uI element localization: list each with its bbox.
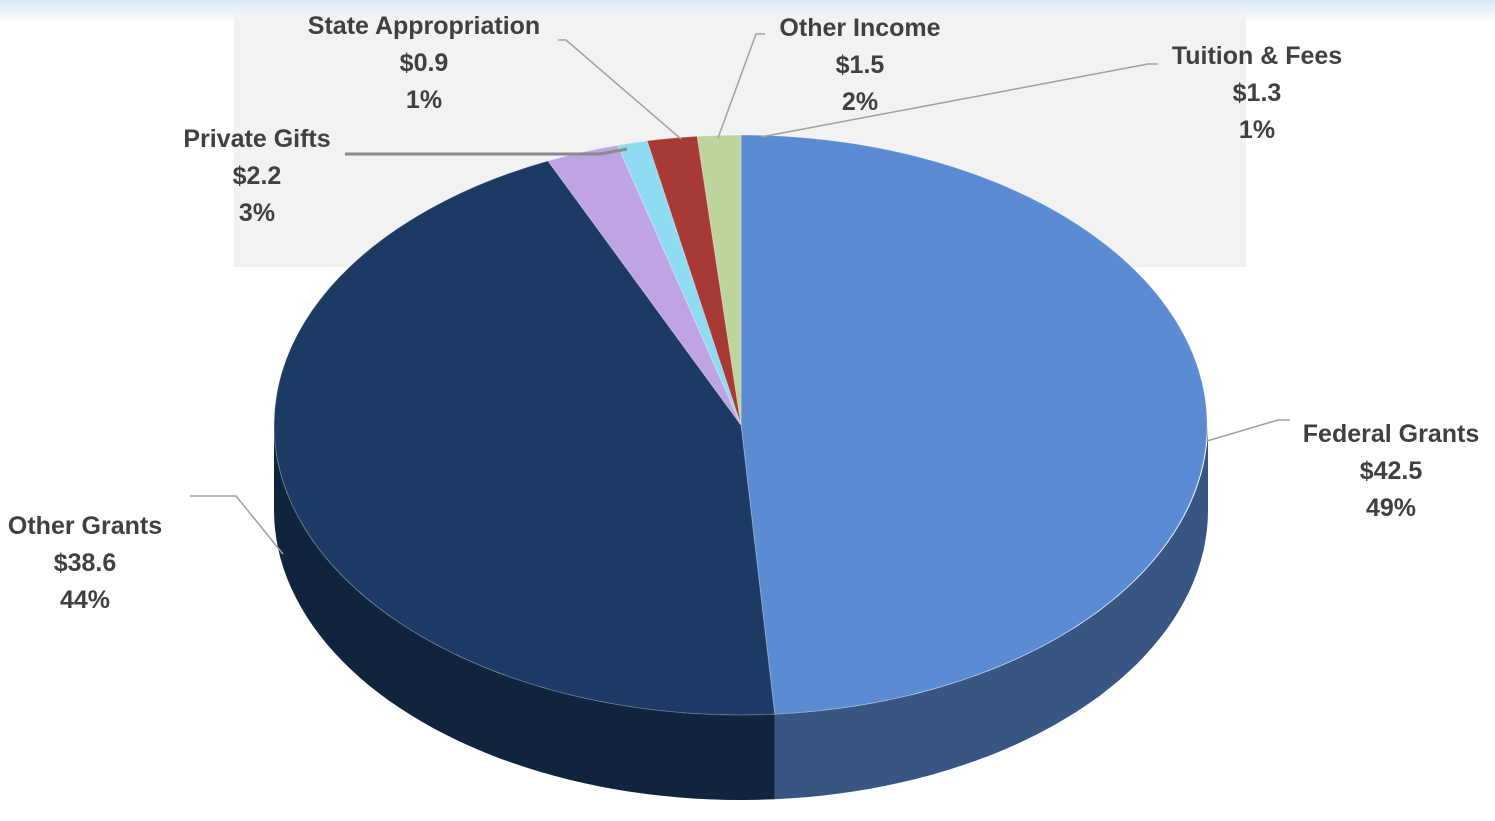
slice-percent-other-income: 2% (841, 88, 879, 116)
pie-slice-federal-grants (740, 134, 1208, 715)
pie-side-federal-grants (774, 425, 1208, 800)
data-label-private-gifts: Private Gifts $2.2 3% (183, 121, 330, 232)
pie-side-other-grants (274, 425, 775, 800)
leader-line-state-appropriation (558, 39, 682, 140)
data-label-other-grants: Other Grants $38.6 44% (8, 508, 162, 619)
leader-line-other-income (717, 33, 765, 139)
slice-value-tuition-and-fees: $1.3 (1232, 79, 1282, 107)
pie-side-walls (274, 425, 1208, 800)
slice-name-tuition-and-fees: Tuition & Fees (1171, 42, 1343, 70)
leader-line-private-gifts (345, 147, 628, 156)
pie-slice-state-appropriation (616, 140, 742, 426)
data-label-tuition-and-fees: Tuition & Fees $1.3 1% (1172, 38, 1342, 149)
leader-line-tuition-and-fees (760, 63, 1158, 138)
slice-percent-state-appropriation: 1% (405, 86, 443, 114)
slice-name-federal-grants: Federal Grants (1302, 420, 1480, 448)
slice-name-private-gifts: Private Gifts (183, 125, 331, 153)
slice-value-federal-grants: $42.5 (1359, 457, 1423, 485)
slice-name-other-grants: Other Grants (7, 512, 163, 540)
pie-side-shade-federal-grants (774, 425, 1208, 800)
slice-value-state-appropriation: $0.9 (399, 49, 449, 77)
slice-value-other-grants: $38.6 (53, 549, 117, 577)
pie-slice-other-income (646, 135, 742, 426)
pie-slice-other-grants (273, 160, 776, 716)
pie-side-fill-other-grants (274, 425, 775, 800)
slice-name-state-appropriation: State Appropriation (307, 12, 541, 40)
pie-side-fill-federal-grants (774, 425, 1208, 800)
data-label-other-income: Other Income $1.5 2% (779, 10, 940, 121)
slice-percent-federal-grants: 49% (1365, 494, 1417, 522)
slice-value-private-gifts: $2.2 (232, 162, 282, 190)
slice-percent-private-gifts: 3% (238, 199, 276, 227)
pie-top-faces (273, 134, 1208, 716)
pie-slice-private-gifts (547, 144, 742, 426)
pie-side-shade-other-grants (274, 425, 775, 800)
slice-percent-other-grants: 44% (59, 586, 111, 614)
data-label-state-appropriation: State Appropriation $0.9 1% (308, 8, 540, 119)
leader-line-federal-grants (1206, 419, 1290, 442)
leader-line-other-grants (190, 495, 284, 555)
slice-name-other-income: Other Income (779, 14, 941, 42)
slice-value-other-income: $1.5 (835, 51, 885, 79)
slice-percent-tuition-and-fees: 1% (1238, 116, 1276, 144)
data-label-federal-grants: Federal Grants $42.5 49% (1303, 416, 1479, 527)
leader-lines (190, 33, 1290, 555)
